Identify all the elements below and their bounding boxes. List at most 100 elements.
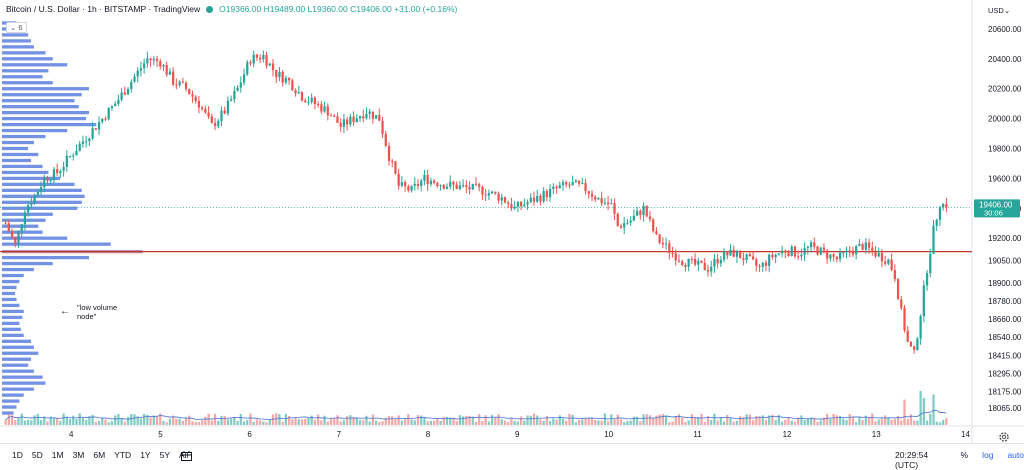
candle-down [613,203,616,214]
candle-down [403,182,407,187]
candle-down [880,252,884,262]
candle-down [204,108,207,113]
volume-bar [745,414,748,425]
candle-down [568,184,571,186]
volume-bar [62,413,65,425]
volume-bar [842,418,845,425]
candle-up [246,62,249,75]
candle-down [159,61,162,67]
timeframe-1m[interactable]: 1M [51,450,64,460]
volume-profile-bar [2,273,24,278]
volume-profile-bar [2,206,78,210]
volume-bar [516,421,520,425]
volume-bar [606,421,610,425]
auto-toggle[interactable]: auto [1007,450,1024,460]
volume-bar [803,420,806,425]
volume-bar [313,420,317,425]
timeframe-5y[interactable]: 5Y [159,450,170,460]
volume-bar [75,419,78,425]
volume-bar [503,420,507,425]
volume-bar [913,420,916,425]
candle-up [461,185,465,187]
candle-down [455,184,458,190]
candle-up [400,182,404,186]
candle-up [126,89,130,95]
volume-bar [848,414,851,425]
volume-profile-bar [2,51,46,55]
volume-profile-bar [2,321,20,326]
timeframe-1y[interactable]: 1Y [140,450,151,460]
timeframe-5d[interactable]: 5D [31,450,43,460]
timeframe-1d[interactable]: 1D [12,450,23,460]
volume-bar [474,421,478,425]
volume-bar [616,414,619,425]
volume-bar [861,419,864,425]
candle-down [94,128,97,130]
volume-profile-bar [2,218,46,222]
volume-bar [381,421,384,425]
candle-up [139,68,143,71]
volume-bar [294,417,297,425]
candle-down [317,104,320,106]
timeframe-3m[interactable]: 3M [72,450,85,460]
time-tick-label: 11 [693,430,702,439]
volume-profile-bar [2,279,20,284]
volume-profile-bar [2,267,34,272]
volume-bar [268,419,271,425]
volume-bar [584,417,587,425]
volume-profile-bar [2,152,39,157]
volume-bar [874,421,877,425]
currency-label[interactable]: USD⌄ [988,6,1011,15]
volume-bar [452,417,455,425]
volume-bar [30,420,33,425]
volume-bar [384,417,387,425]
candle-up [114,103,117,107]
candle-up [342,119,346,127]
volume-bar [497,414,500,425]
volume-bar [700,413,703,425]
volume-bar [345,416,349,425]
candle-down [56,169,59,174]
volume-profile-bar [2,399,20,403]
volume-bar [829,418,832,425]
volume-bar [600,420,603,425]
candle-up [735,251,739,257]
candle-down [668,243,671,253]
price-chart[interactable]: 20600.00 20400.00 20200.00 20000.00 19800.00… [0,0,1024,443]
volume-bar [542,420,545,425]
candle-up [226,100,230,114]
candle-up [487,193,491,196]
indicator-count-badge[interactable]: ⌄ 6 [6,22,27,33]
candle-up [374,115,378,119]
volume-bar [284,413,288,425]
volume-bar [471,416,474,425]
log-toggle[interactable]: log [982,450,994,460]
volume-bar [123,421,126,425]
candle-up [23,212,27,225]
timeframe-ytd[interactable]: YTD [114,450,132,460]
candle-up [819,247,822,255]
gear-icon[interactable] [998,431,1010,443]
candle-down [291,80,294,91]
volume-bar [126,416,130,425]
symbol-title[interactable]: Bitcoin / U.S. Dollar · 1h · BITSTAMP · … [6,4,201,14]
timeframe-6m[interactable]: 6M [93,450,106,460]
candle-up [27,205,30,213]
calendar-range-icon[interactable] [181,451,192,461]
volume-profile-bar [2,333,24,337]
candle-up [365,113,368,119]
volume-bar [394,419,397,425]
price-tick-label: 19600.00 [988,174,1022,183]
candle-up [809,242,813,248]
candle-down [739,251,742,259]
candle-down [674,253,677,261]
clock-time[interactable]: 20:29:54 (UTC) [895,450,929,470]
candle-down [797,256,800,258]
candle-up [919,316,922,339]
volume-bar [165,422,168,425]
candle-up [838,252,842,260]
candle-down [497,193,500,201]
percent-toggle[interactable]: % [960,450,969,460]
volume-bar [787,417,790,425]
